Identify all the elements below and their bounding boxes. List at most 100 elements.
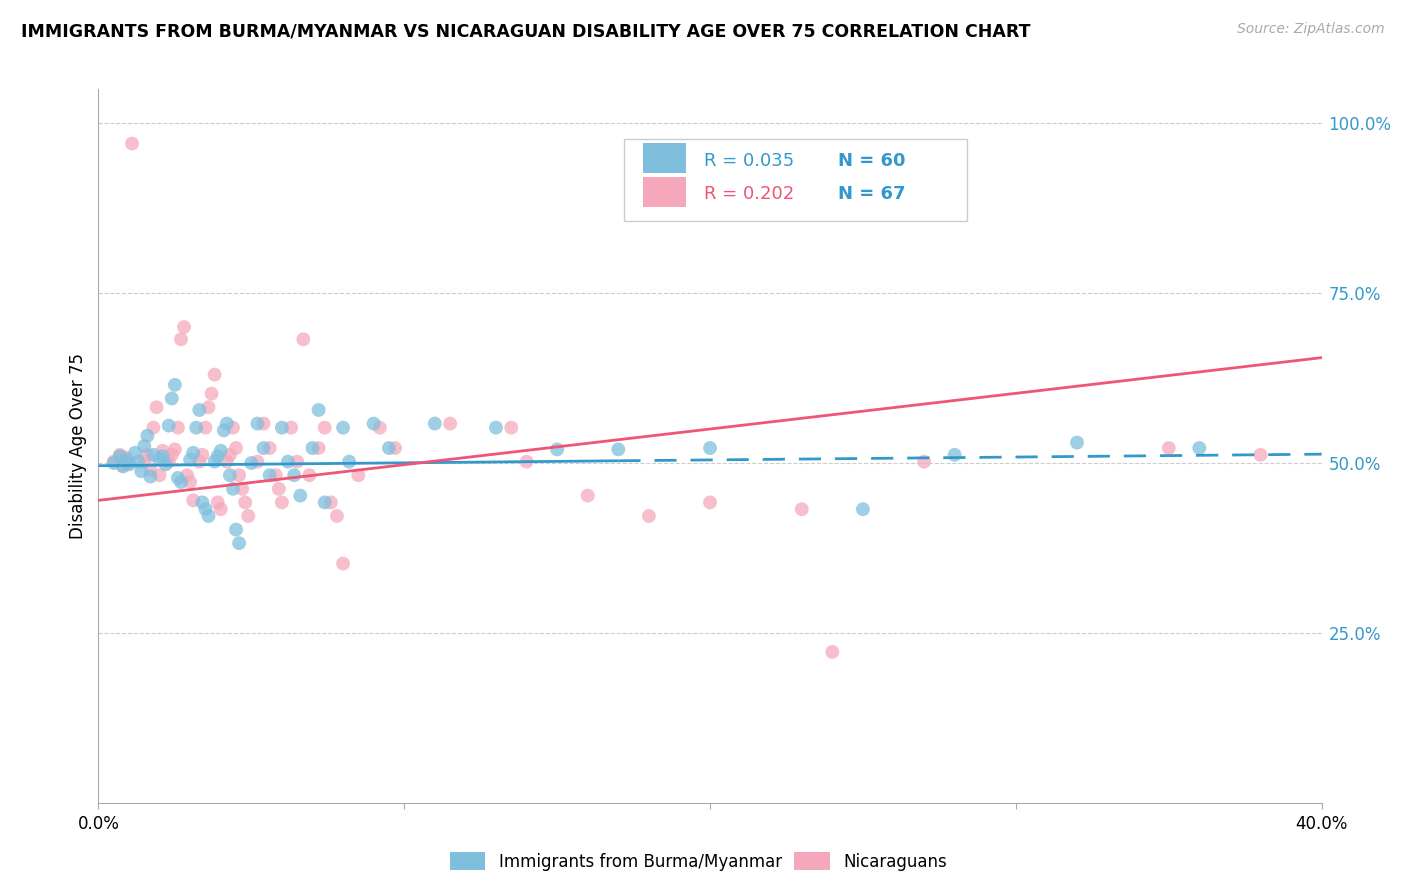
Point xyxy=(194,420,217,434)
Point xyxy=(314,420,336,434)
Point xyxy=(142,448,165,462)
Point xyxy=(277,455,299,469)
Point xyxy=(546,442,568,457)
Text: Immigrants from Burma/Myanmar: Immigrants from Burma/Myanmar xyxy=(499,853,782,871)
Point xyxy=(301,441,323,455)
Point xyxy=(222,420,245,434)
Point xyxy=(252,417,274,431)
Point xyxy=(252,441,274,455)
Point xyxy=(285,455,308,469)
Point xyxy=(200,386,222,401)
Point xyxy=(129,464,152,478)
Point xyxy=(852,502,875,516)
Bar xyxy=(643,177,686,207)
Point xyxy=(246,417,269,431)
Point xyxy=(363,417,385,431)
Text: N = 60: N = 60 xyxy=(838,152,905,169)
Point xyxy=(607,442,630,457)
Point xyxy=(207,449,229,463)
Point xyxy=(118,458,141,472)
Point xyxy=(152,443,174,458)
Point xyxy=(134,455,156,469)
Point xyxy=(1188,441,1211,455)
Point xyxy=(337,455,360,469)
Text: R = 0.202: R = 0.202 xyxy=(704,186,794,203)
Point xyxy=(283,468,305,483)
Text: Source: ZipAtlas.com: Source: ZipAtlas.com xyxy=(1237,22,1385,37)
Point xyxy=(219,468,242,483)
Point xyxy=(246,455,269,469)
Point xyxy=(111,459,134,474)
Point xyxy=(157,455,180,469)
Point xyxy=(576,489,599,503)
Point xyxy=(207,495,229,509)
Point xyxy=(204,455,226,469)
Point xyxy=(157,418,180,433)
Point xyxy=(280,420,302,434)
Point xyxy=(222,482,245,496)
Point xyxy=(790,502,813,516)
Point xyxy=(290,489,312,503)
Point xyxy=(167,471,190,485)
Point xyxy=(298,468,321,483)
Point xyxy=(188,455,211,469)
FancyBboxPatch shape xyxy=(624,139,967,221)
Point xyxy=(225,523,247,537)
Point xyxy=(228,468,250,483)
Point xyxy=(267,482,290,496)
Point xyxy=(167,420,190,434)
Point xyxy=(170,475,193,489)
Point xyxy=(264,468,287,483)
Point xyxy=(163,442,186,457)
Point xyxy=(121,136,143,151)
Point xyxy=(912,455,935,469)
Point xyxy=(225,441,247,455)
Point xyxy=(326,508,349,523)
Bar xyxy=(643,144,686,173)
Point xyxy=(259,441,281,455)
Y-axis label: Disability Age Over 75: Disability Age Over 75 xyxy=(69,353,87,539)
Point xyxy=(1066,435,1088,450)
Point xyxy=(384,441,406,455)
Point xyxy=(1249,448,1271,462)
Point xyxy=(485,420,508,434)
Point xyxy=(204,368,226,382)
Point xyxy=(149,452,172,467)
Point xyxy=(212,423,235,437)
Point xyxy=(1157,441,1180,455)
Point xyxy=(270,420,292,434)
Point xyxy=(231,482,253,496)
Point xyxy=(821,645,844,659)
Point xyxy=(240,456,263,470)
Point xyxy=(378,441,401,455)
Point xyxy=(152,449,174,463)
Point xyxy=(194,502,217,516)
Point xyxy=(943,448,966,462)
Point xyxy=(111,458,134,473)
Point xyxy=(145,401,167,415)
Point xyxy=(501,420,523,434)
Point xyxy=(155,458,177,472)
Point xyxy=(108,449,131,463)
Point xyxy=(368,420,391,434)
Point xyxy=(103,456,125,470)
Point xyxy=(319,495,342,509)
Point xyxy=(332,420,354,434)
Text: N = 67: N = 67 xyxy=(838,186,905,203)
Point xyxy=(209,502,232,516)
Point xyxy=(308,441,330,455)
Point xyxy=(209,443,232,458)
Text: IMMIGRANTS FROM BURMA/MYANMAR VS NICARAGUAN DISABILITY AGE OVER 75 CORRELATION C: IMMIGRANTS FROM BURMA/MYANMAR VS NICARAG… xyxy=(21,22,1031,40)
Point xyxy=(179,452,201,467)
Point xyxy=(637,508,661,523)
Point xyxy=(219,448,242,462)
Point xyxy=(115,450,138,465)
Point xyxy=(142,420,165,434)
Point xyxy=(124,446,146,460)
Text: R = 0.035: R = 0.035 xyxy=(704,152,794,169)
Point xyxy=(191,448,214,462)
Point xyxy=(134,439,156,453)
Point xyxy=(103,455,125,469)
Point xyxy=(176,468,198,483)
Point xyxy=(197,508,219,523)
